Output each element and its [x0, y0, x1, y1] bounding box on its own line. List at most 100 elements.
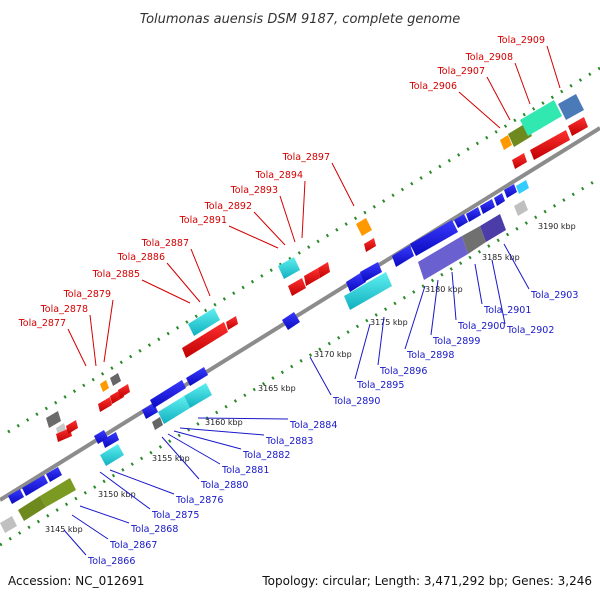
- gene-block: [480, 199, 495, 214]
- gene-block: [100, 444, 124, 466]
- gene-label-text: Tola_2866: [87, 556, 135, 567]
- leader-line: [109, 469, 175, 495]
- leader-line: [167, 433, 221, 465]
- gene-block: [118, 384, 130, 398]
- bottom-gene-label[interactable]: Tola_2899: [430, 279, 480, 347]
- gene-label-text: Tola_2879: [63, 289, 111, 300]
- leader-line: [491, 259, 506, 325]
- gene-block: [8, 489, 24, 504]
- bottom-gene-label[interactable]: Tola_2884: [197, 417, 337, 431]
- bottom-gene-label[interactable]: Tola_2867: [71, 514, 157, 551]
- gene-block: [520, 100, 562, 136]
- leader-line: [279, 195, 296, 243]
- leader-line: [89, 314, 97, 367]
- top-gene-label[interactable]: Tola_2906: [409, 81, 501, 129]
- gene-block: [318, 262, 330, 278]
- gene-block: [182, 322, 228, 358]
- bottom-gene-label[interactable]: Tola_2881: [167, 433, 269, 476]
- gene-block: [480, 214, 506, 242]
- gene-block: [40, 478, 76, 507]
- gene-label-text: Tola_2901: [483, 305, 531, 316]
- leader-line: [309, 356, 332, 396]
- leader-line: [451, 271, 457, 321]
- bottom-gene-label[interactable]: Tola_2883: [179, 427, 313, 447]
- bottom-gene-label[interactable]: Tola_2866: [63, 529, 135, 567]
- top-guide-track: [7, 66, 600, 434]
- leader-line: [253, 211, 286, 246]
- gene-label-text: Tola_2896: [379, 366, 427, 377]
- gene-label-text: Tola_2880: [200, 480, 248, 491]
- leader-line: [430, 279, 439, 336]
- leader-line: [486, 76, 511, 121]
- top-gene-label[interactable]: Tola_2877: [18, 318, 87, 367]
- gene-block: [100, 380, 109, 392]
- kbp-tick-label: 3170 kbp: [314, 350, 352, 359]
- gene-block: [94, 430, 108, 444]
- gene-label-text: Tola_2887: [141, 238, 189, 249]
- top-gene-label[interactable]: Tola_2897: [282, 152, 355, 207]
- gene-label-text: Tola_2906: [409, 81, 457, 92]
- gene-block: [226, 316, 238, 330]
- gene-block: [46, 411, 61, 428]
- gene-block: [516, 180, 529, 194]
- gene-block: [278, 257, 300, 279]
- gene-block: [494, 193, 505, 206]
- gene-blocks: [0, 94, 588, 533]
- top-gene-label[interactable]: Tola_2878: [40, 304, 97, 367]
- top-gene-label[interactable]: Tola_2908: [465, 52, 531, 105]
- bottom-gene-label[interactable]: Tola_2901: [474, 263, 531, 316]
- gene-block: [184, 383, 212, 408]
- top-gene-label[interactable]: Tola_2892: [204, 201, 286, 246]
- gene-block: [56, 423, 66, 435]
- gene-block: [512, 153, 527, 169]
- top-gene-label[interactable]: Tola_2907: [437, 66, 511, 121]
- bottom-gene-labels: Tola_2866 Tola_2867 Tola_2868 Tola_2875 Tola…: [63, 243, 578, 567]
- leader-line: [354, 323, 371, 380]
- gene-block: [500, 135, 512, 150]
- bottom-gene-label[interactable]: Tola_2902: [491, 259, 554, 336]
- gene-label-text: Tola_2908: [465, 52, 513, 63]
- top-gene-label[interactable]: Tola_2885: [92, 269, 191, 304]
- kbp-tick-label: 3180 kbp: [425, 285, 463, 294]
- top-gene-label[interactable]: Tola_2886: [117, 252, 201, 303]
- bottom-gene-label[interactable]: Tola_2903: [503, 243, 578, 301]
- bottom-gene-label[interactable]: Tola_2880: [161, 436, 248, 491]
- gene-block: [110, 373, 121, 386]
- bottom-gene-label[interactable]: Tola_2868: [79, 505, 178, 535]
- bottom-gene-label[interactable]: Tola_2890: [309, 356, 380, 407]
- gene-block: [66, 420, 78, 434]
- top-gene-label[interactable]: Tola_2893: [230, 185, 296, 243]
- top-gene-label[interactable]: Tola_2909: [497, 35, 561, 89]
- top-gene-label[interactable]: Tola_2894: [255, 170, 306, 239]
- bottom-gene-label[interactable]: Tola_2896: [377, 316, 427, 377]
- kbp-tick-label: 3175 kbp: [370, 318, 408, 327]
- gene-block: [454, 214, 468, 228]
- leader-line: [63, 529, 87, 556]
- gene-block: [360, 262, 382, 282]
- bottom-gene-label[interactable]: Tola_2882: [173, 430, 290, 461]
- gene-label-text: Tola_2867: [109, 540, 157, 551]
- gene-label-text: Tola_2900: [457, 321, 505, 332]
- bottom-gene-label[interactable]: Tola_2875: [99, 471, 199, 521]
- leader-line: [474, 263, 483, 305]
- gene-label-text: Tola_2877: [18, 318, 66, 329]
- leader-line: [228, 225, 279, 249]
- bottom-gene-label[interactable]: Tola_2900: [451, 271, 505, 332]
- gene-label-text: Tola_2890: [332, 396, 380, 407]
- gene-block: [466, 207, 481, 222]
- gene-label-text: Tola_2893: [230, 185, 278, 196]
- leader-line: [71, 514, 109, 540]
- top-gene-label[interactable]: Tola_2891: [179, 215, 279, 249]
- bottom-gene-label[interactable]: Tola_2876: [109, 469, 223, 506]
- leader-line: [99, 471, 151, 510]
- top-gene-label[interactable]: Tola_2879: [63, 289, 114, 363]
- gene-block: [568, 117, 588, 136]
- accession-label: Accession: NC_012691: [8, 574, 144, 588]
- gene-label-text: Tola_2894: [255, 170, 303, 181]
- leader-line: [404, 285, 426, 350]
- bottom-gene-label[interactable]: Tola_2895: [354, 323, 404, 391]
- gene-label-text: Tola_2868: [130, 524, 178, 535]
- top-gene-label[interactable]: Tola_2887: [141, 238, 211, 297]
- bottom-gene-label[interactable]: Tola_2898: [404, 285, 454, 361]
